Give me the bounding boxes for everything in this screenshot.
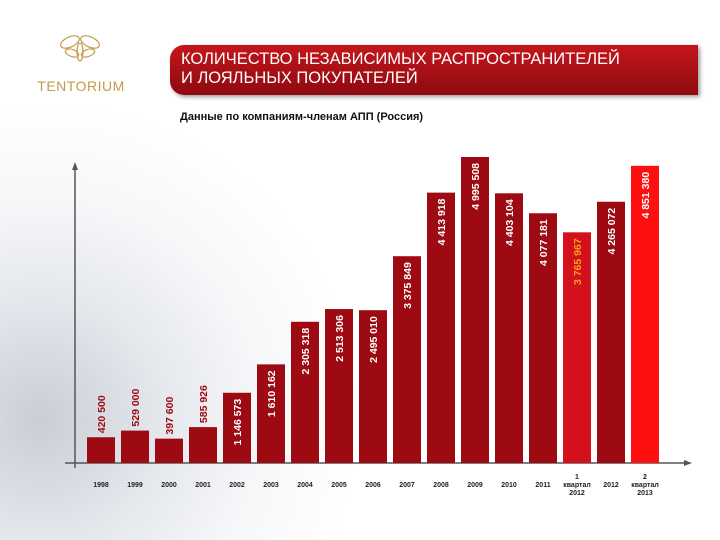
value-label: 4 403 104 — [504, 199, 516, 246]
bar — [461, 157, 489, 463]
bar — [597, 201, 625, 464]
value-label: 4 413 918 — [436, 198, 448, 245]
x-tick-label: 2004 — [297, 482, 313, 489]
x-tick-label: 1999 — [127, 482, 143, 489]
x-tick-label: 2012 — [603, 482, 619, 489]
value-label: 2 495 010 — [368, 316, 380, 363]
x-tick-label: 1 квартал 2012 — [563, 474, 591, 497]
bar — [189, 427, 217, 463]
bar — [257, 364, 285, 463]
bar — [393, 256, 421, 463]
x-tick-label: 2009 — [467, 482, 483, 489]
bar — [325, 309, 353, 463]
bar — [223, 392, 251, 463]
x-tick-label: 1998 — [93, 482, 109, 489]
x-tick-label: 2 квартал 2013 — [631, 474, 659, 497]
value-label: 420 500 — [96, 395, 108, 433]
x-tick-label: 2003 — [263, 482, 279, 489]
x-tick-label: 2011 — [535, 482, 551, 489]
x-tick-label: 2002 — [229, 482, 245, 489]
bar — [529, 213, 557, 463]
bar — [359, 310, 387, 463]
value-label: 4 077 181 — [538, 219, 550, 266]
value-label: 2 513 306 — [334, 315, 346, 362]
value-label: 397 600 — [164, 397, 176, 435]
x-tick-label: 2007 — [399, 482, 415, 489]
bar — [495, 193, 523, 463]
value-label: 4 995 508 — [470, 163, 482, 210]
value-label: 3 375 849 — [402, 262, 414, 309]
value-label: 2 305 318 — [300, 328, 312, 375]
chart-subtitle: Данные по компаниям-членам АПП (Россия) — [180, 111, 424, 123]
logo-bee — [60, 35, 100, 62]
value-label: 4 851 380 — [640, 172, 652, 219]
bar — [121, 430, 149, 463]
x-tick-label: 2006 — [365, 482, 381, 489]
bar — [87, 437, 115, 463]
x-tick-label: 2005 — [331, 482, 347, 489]
value-label: 585 926 — [198, 385, 210, 423]
bar — [631, 165, 659, 464]
logo-text: TENTORIUM — [37, 78, 125, 94]
value-label: 4 265 072 — [606, 208, 618, 255]
value-label: 529 000 — [130, 388, 142, 426]
x-tick-label: 2008 — [433, 482, 449, 489]
chart-title: КОЛИЧЕСТВО НЕЗАВИСИМЫХ РАСПРОСТРАНИТЕЛЕЙ… — [181, 50, 620, 87]
value-label: 1 610 162 — [266, 370, 278, 417]
value-label: 3 765 967 — [572, 238, 584, 285]
x-tick-label: 2001 — [195, 482, 211, 489]
bar — [427, 192, 455, 464]
value-label: 1 146 573 — [232, 399, 244, 446]
bar — [563, 232, 591, 463]
y-axis-arrow — [72, 162, 78, 170]
bar — [291, 321, 319, 463]
title-banner — [170, 45, 698, 95]
x-tick-label: 2000 — [161, 482, 177, 489]
x-tick-label: 2010 — [501, 482, 517, 489]
bar — [155, 438, 183, 463]
x-axis-arrow — [684, 460, 692, 466]
